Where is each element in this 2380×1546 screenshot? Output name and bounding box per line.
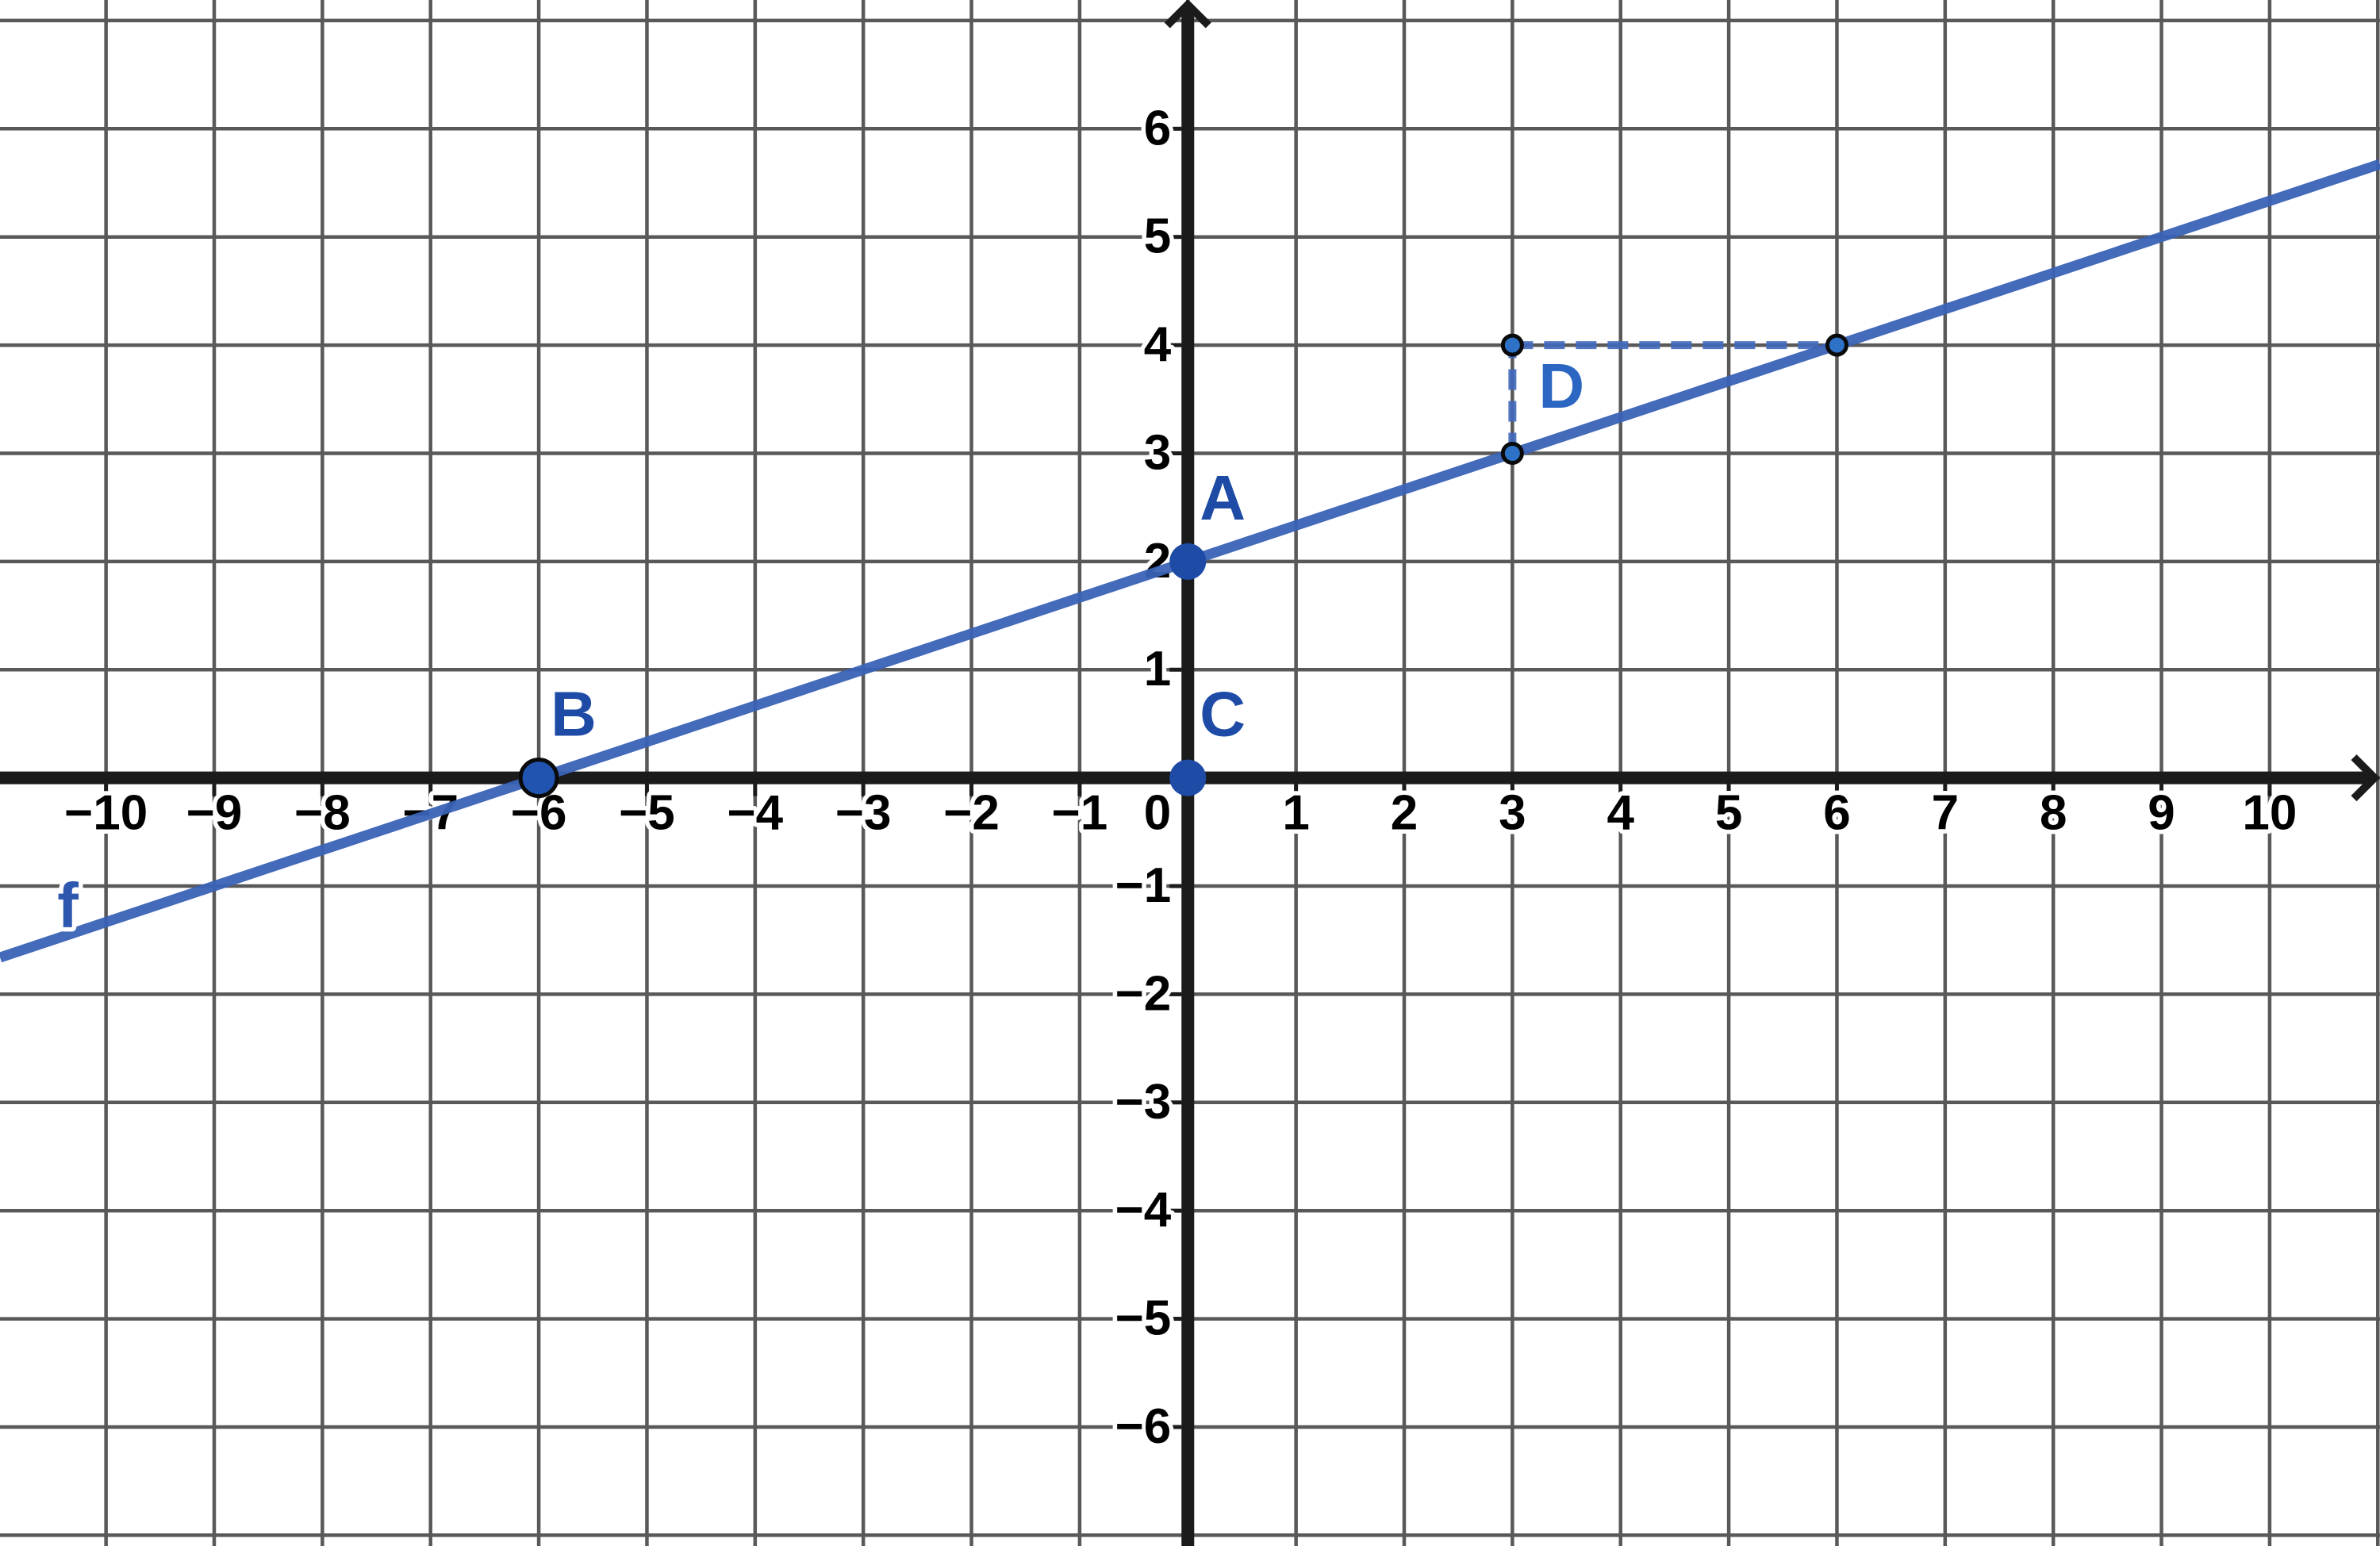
slope-triangle-point[interactable] [1500,441,1524,465]
point-B[interactable] [518,758,559,799]
y-tick-label: 1 [1144,642,1171,696]
axis-ticks [104,126,2272,1429]
y-tick-label: −6 [1115,1399,1172,1454]
x-tick-label: 1 [1282,786,1309,841]
point-label-A: A [1200,462,1246,533]
function-label-f: f [57,870,79,941]
slope-triangle-dashes [1508,341,1837,454]
y-axis-arrow-icon [1164,0,1211,29]
y-tick-label: 4 [1144,317,1172,372]
x-tick-label: −1 [1052,786,1108,841]
point-label-C: C [1200,679,1246,750]
x-tick-label: 7 [1932,786,1959,841]
y-tick-label: 5 [1144,209,1171,264]
x-tick-label: 4 [1606,786,1634,841]
x-tick-label: 3 [1499,786,1526,841]
y-tick-label: −2 [1115,966,1172,1021]
y-tick-label: −3 [1115,1075,1172,1130]
y-tick-label: −1 [1115,858,1172,913]
points [518,543,1207,799]
x-tick-label: 6 [1823,786,1850,841]
x-tick-label: −10 [64,786,148,841]
point-A[interactable] [1169,543,1207,580]
slope-triangle-point[interactable] [1500,333,1524,357]
slope-triangle-points [1500,333,1848,465]
slope-triangle-label-D: D [1538,351,1584,421]
x-axis-arrow-icon [2351,754,2380,802]
point-C[interactable] [1169,759,1207,796]
slope-triangle-point[interactable] [1825,333,1848,357]
x-tick-label: 9 [2148,786,2175,841]
point-label-B: B [551,679,597,750]
y-tick-label: −4 [1115,1183,1172,1237]
y-tick-label: 2 [1144,534,1171,589]
x-tick-label: −8 [294,786,351,841]
x-tick-label: 10 [2242,786,2297,841]
x-tick-label: −9 [186,786,243,841]
x-tick-label: −5 [619,786,675,841]
point-labels: A B C Df [53,347,1589,946]
x-tick-label: −3 [835,786,892,841]
x-tick-label: 8 [2040,786,2067,841]
origin-label: 0 [1144,786,1171,841]
x-tick-label: −4 [727,786,783,841]
x-tick-label: −2 [943,786,1000,841]
x-tick-label: 5 [1715,786,1742,841]
axis-tick-labels: −10−9−8−7−6−5−4−3−2−112345678910−6−5−4−3… [60,97,2301,1459]
y-tick-label: 6 [1144,101,1171,155]
x-tick-label: 2 [1391,786,1418,841]
y-tick-label: 3 [1144,425,1171,480]
y-tick-label: −5 [1115,1291,1172,1346]
